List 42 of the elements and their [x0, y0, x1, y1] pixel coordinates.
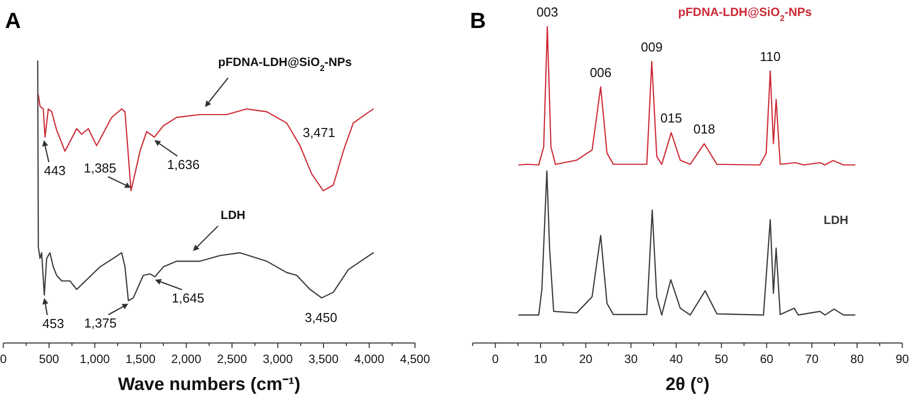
x-axis-title: Wave numbers (cm⁻¹)	[118, 374, 300, 394]
chart-title: B	[470, 8, 486, 33]
x-tick-label: 3,500	[308, 352, 339, 366]
x-tick-label: 10	[534, 352, 548, 366]
annotation: 006	[590, 64, 612, 80]
x-tick-label: 2,500	[217, 352, 248, 366]
x-tick-label: 1,000	[80, 352, 110, 366]
x-tick-label: 70	[805, 352, 819, 366]
x-tick-label: 0	[0, 352, 7, 366]
annotation: 3,471	[302, 125, 336, 140]
x-tick-label: 30	[624, 352, 638, 366]
x-tick-label: 0	[492, 352, 499, 366]
annotation: 015	[660, 110, 682, 126]
x-tick-label: 4,000	[354, 352, 385, 366]
annotation: 443	[44, 163, 66, 178]
x-tick-label: 500	[39, 352, 60, 366]
annotation: 1,385	[84, 160, 116, 176]
text: pFDNA-LDH@SiO$_{2}$-NPs	[678, 5, 812, 23]
x-tick-label: 20	[579, 352, 593, 366]
text: LDH	[220, 208, 246, 222]
x-tick-label: 50	[714, 352, 728, 366]
annotation: 018	[693, 122, 716, 137]
annotation: 1,636	[167, 157, 200, 172]
text: LDH	[824, 213, 848, 227]
x-tick-label: 3,000	[262, 352, 294, 366]
text: pFDNA-LDH@SiO$_{2}$-NPs	[218, 55, 352, 73]
x-tick-label: 4,500	[400, 352, 430, 366]
chart-title: A	[5, 8, 21, 33]
x-tick-label: 90	[896, 352, 910, 366]
x-tick-label: 60	[760, 352, 774, 366]
x-tick-label: 40	[670, 352, 684, 366]
annotation: 110	[760, 48, 781, 64]
annotation: 1,645	[172, 290, 204, 306]
x-tick-label: 80	[850, 352, 864, 366]
annotation: 3,450	[304, 310, 338, 325]
annotation: 003	[536, 4, 558, 20]
annotation: 009	[640, 39, 663, 54]
x-tick-label: 2,000	[171, 352, 202, 366]
x-tick-label: 1,500	[126, 352, 156, 366]
annotation: 453	[42, 316, 64, 332]
x-axis-title: 2θ (°)	[666, 374, 710, 394]
annotation: 1,375	[84, 316, 117, 331]
